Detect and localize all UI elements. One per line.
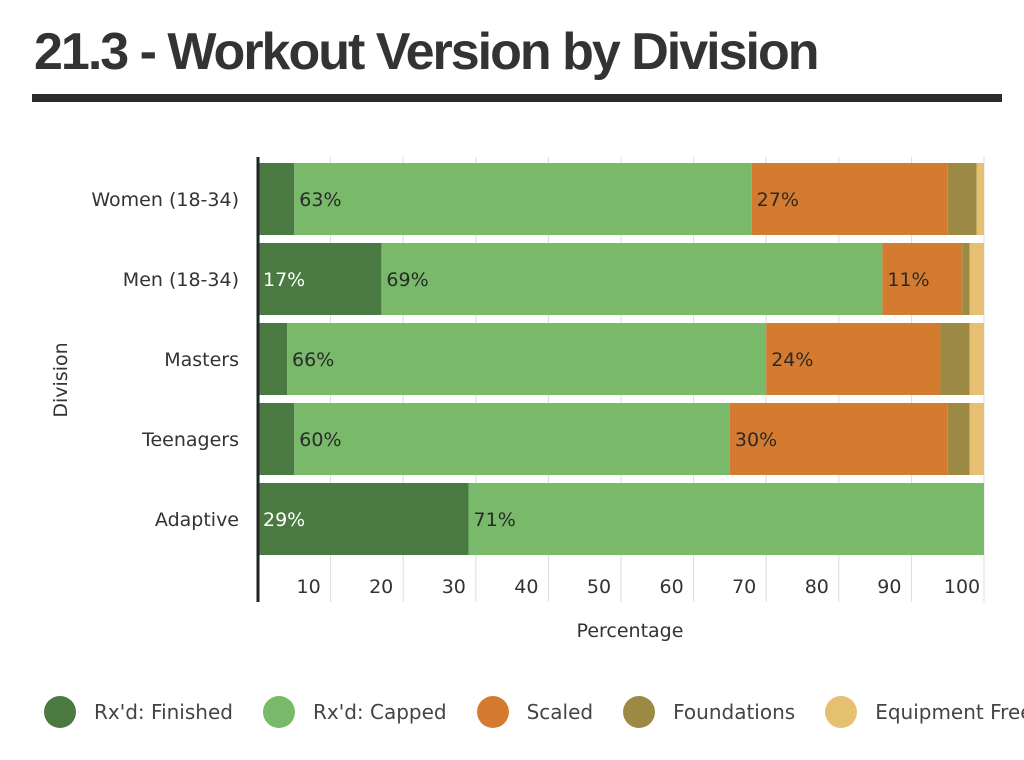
bar-segment bbox=[969, 403, 984, 475]
bar-segment bbox=[381, 243, 883, 315]
bar-value-label: 69% bbox=[386, 269, 428, 291]
bar-segment bbox=[287, 323, 767, 395]
x-tick-label: 10 bbox=[297, 576, 321, 598]
legend-swatch bbox=[476, 696, 509, 728]
bar-segment bbox=[766, 323, 941, 395]
x-axis-title: Percentage bbox=[577, 620, 684, 642]
legend-swatch bbox=[825, 696, 858, 728]
category-label: Adaptive bbox=[155, 509, 239, 531]
legend-item: Scaled bbox=[476, 696, 594, 728]
legend-swatch bbox=[44, 696, 76, 728]
bar-value-label: 27% bbox=[757, 189, 799, 211]
legend-item: Rx'd: Finished bbox=[44, 696, 233, 728]
legend-swatch bbox=[623, 696, 656, 728]
page-title: 21.3 - Workout Version by Division bbox=[34, 23, 819, 81]
bar-segment bbox=[976, 163, 984, 235]
category-label: Women (18-34) bbox=[91, 189, 239, 211]
bar-segment bbox=[940, 323, 970, 395]
bar-segment bbox=[294, 163, 752, 235]
x-tick-label: 40 bbox=[514, 576, 538, 598]
bar-segment bbox=[468, 483, 984, 555]
bar-segment bbox=[947, 403, 970, 475]
bar-value-label: 63% bbox=[299, 189, 341, 211]
bar-value-label: 17% bbox=[263, 269, 305, 291]
bar-value-label: 71% bbox=[474, 509, 516, 531]
bar-segment bbox=[969, 243, 984, 315]
bar-segment bbox=[258, 163, 295, 235]
bar-segment bbox=[962, 243, 970, 315]
y-axis-title: Division bbox=[50, 342, 72, 417]
x-tick-label: 30 bbox=[442, 576, 466, 598]
x-tick-label: 70 bbox=[732, 576, 756, 598]
bar-segment bbox=[258, 403, 295, 475]
bar-segment bbox=[751, 163, 948, 235]
x-tick-label: 50 bbox=[587, 576, 611, 598]
legend-label: Equipment Free bbox=[875, 700, 1024, 724]
title-underline bbox=[32, 94, 1002, 102]
legend-label: Foundations bbox=[673, 700, 796, 724]
x-tick-label: 60 bbox=[660, 576, 684, 598]
bar-segment bbox=[969, 323, 984, 395]
stacked-bar-chart: 63% 27% Women (18-34) 17% 69% 11% Men (18-34) 6… bbox=[50, 157, 985, 642]
bar-segment bbox=[729, 403, 948, 475]
x-tick-label: 90 bbox=[877, 576, 901, 598]
bar-segment bbox=[258, 243, 382, 315]
x-tick-label: 100 bbox=[944, 576, 980, 598]
bar-segment bbox=[947, 163, 977, 235]
x-tick-label: 80 bbox=[805, 576, 829, 598]
bar-segment bbox=[882, 243, 963, 315]
legend-label: Scaled bbox=[526, 700, 594, 724]
legend-swatch bbox=[262, 696, 295, 728]
bar-value-label: 66% bbox=[292, 349, 334, 371]
category-label: Men (18-34) bbox=[123, 269, 239, 291]
category-label: Teenagers bbox=[141, 429, 239, 451]
chart-legend: Rx'd: Finished Rx'd: Capped Scaled Foundati… bbox=[44, 696, 1024, 728]
bar-value-label: 60% bbox=[299, 429, 341, 451]
bar-value-label: 11% bbox=[887, 269, 929, 291]
category-label: Masters bbox=[164, 349, 239, 371]
legend-label: Rx'd: Finished bbox=[94, 700, 233, 724]
x-tick-label: 20 bbox=[369, 576, 393, 598]
bar-segment bbox=[258, 323, 288, 395]
bar-segment bbox=[294, 403, 730, 475]
bar-value-label: 29% bbox=[263, 509, 305, 531]
legend-item: Foundations bbox=[623, 696, 795, 728]
bar-value-label: 24% bbox=[771, 349, 813, 371]
bar-segment bbox=[258, 483, 469, 555]
legend-item: Equipment Free bbox=[825, 696, 1024, 728]
legend-item: Rx'd: Capped bbox=[262, 696, 447, 728]
legend-label: Rx'd: Capped bbox=[312, 700, 447, 724]
bar-value-label: 30% bbox=[735, 429, 777, 451]
